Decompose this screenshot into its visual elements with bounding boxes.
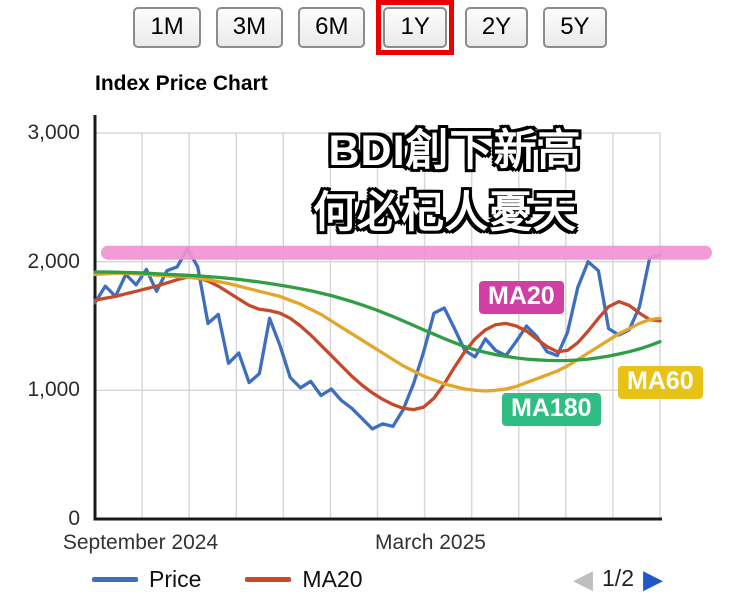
legend: Price MA20 [92,566,363,593]
highlight-band [101,245,712,260]
ma60-series-label: MA60 [618,366,703,399]
annotation-headline-line2: 何必杞人憂天 [313,189,577,237]
next-page-arrow-icon[interactable]: ▶ [643,563,663,594]
range-button-5y[interactable]: 5Y [543,7,607,48]
range-button-6m[interactable]: 6M [298,7,366,48]
x-tick-september-2024: September 2024 [62,531,219,554]
annotation-headline-line1: BDI創下新高 [328,127,582,175]
price-line-swatch [92,577,138,582]
range-button-3m[interactable]: 3M [215,7,284,48]
y-tick-1000: 1,000 [27,378,80,401]
line-ma60 [93,271,662,393]
y-tick-3000: 3,000 [27,121,80,144]
chart-title: Index Price Chart [95,72,268,95]
y-tick-0: 0 [68,507,80,530]
ma180-series-label: MA180 [502,393,601,426]
time-range-toolbar: 1M 3M 6M 1Y 2Y 5Y [0,0,740,55]
legend-label-price: Price [149,566,202,592]
x-tick-march-2025: March 2025 [375,531,486,554]
prev-page-arrow-icon[interactable]: ◀ [573,563,594,594]
legend-item-price: Price [92,566,201,593]
legend-label-ma20: MA20 [302,566,363,592]
line-ma180 [93,270,662,363]
legend-item-ma20: MA20 [245,566,363,593]
range-button-1y[interactable]: 1Y [383,7,447,48]
selected-range-highlight: 1Y [376,0,454,55]
legend-pagination: ◀ 1/2 ▶ [573,565,663,592]
page-indicator: 1/2 [602,565,634,591]
range-button-1m[interactable]: 1M [133,7,201,48]
ma20-series-label: MA20 [479,281,564,314]
range-button-2y[interactable]: 2Y [464,7,529,48]
y-tick-2000: 2,000 [27,250,80,273]
ma20-line-swatch [245,577,292,582]
